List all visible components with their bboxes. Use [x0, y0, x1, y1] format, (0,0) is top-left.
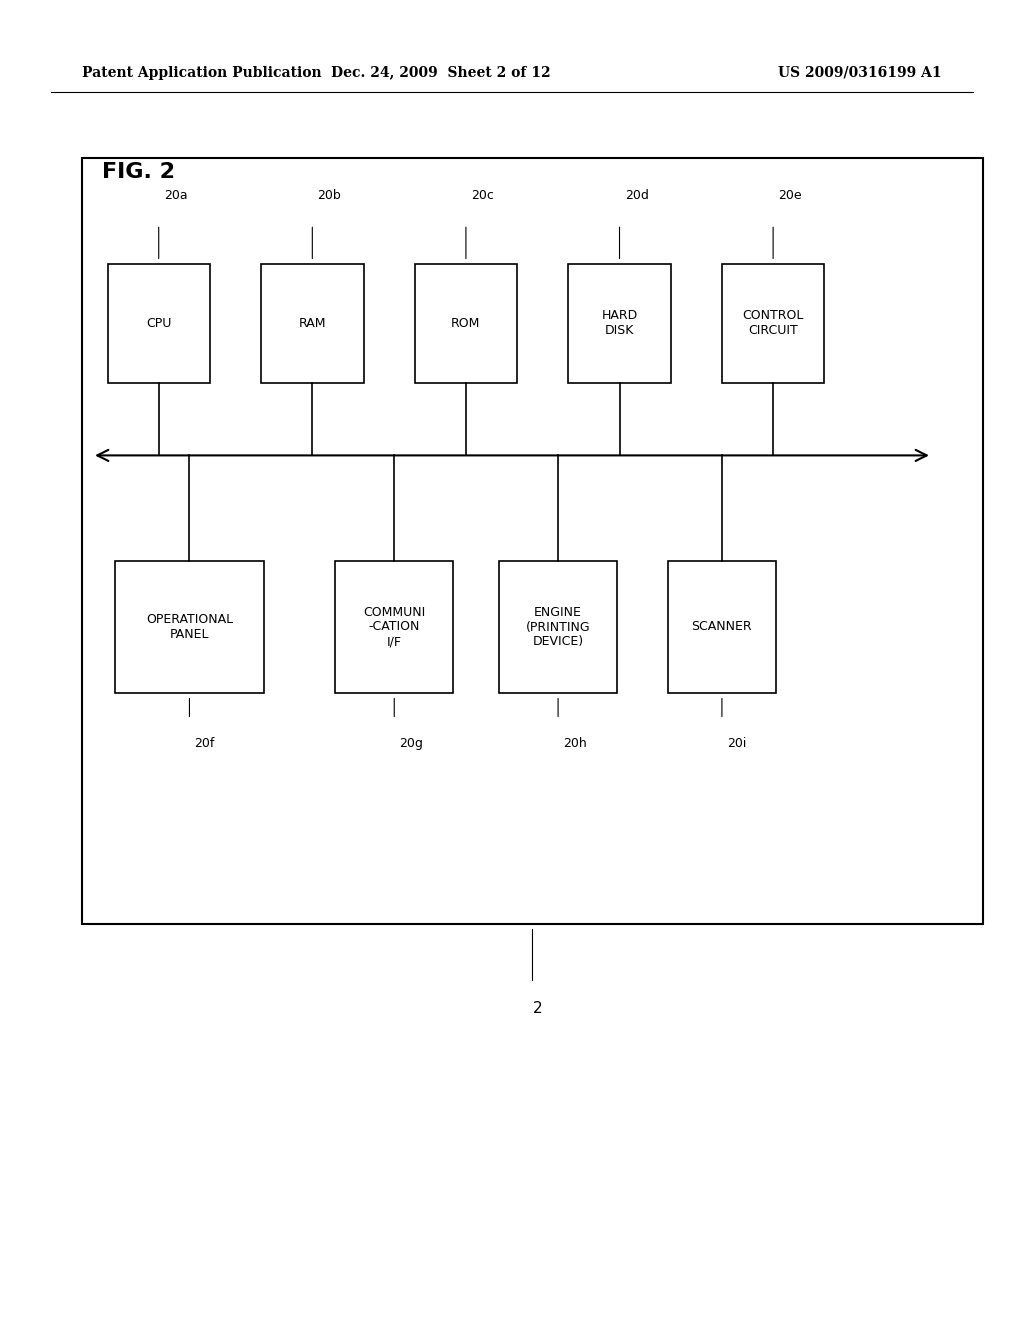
Text: FIG. 2: FIG. 2 — [102, 161, 175, 182]
FancyBboxPatch shape — [115, 561, 264, 693]
Text: 20d: 20d — [625, 189, 648, 202]
Text: 20c: 20c — [471, 189, 494, 202]
Text: CONTROL
CIRCUIT: CONTROL CIRCUIT — [742, 309, 804, 338]
Text: Dec. 24, 2009  Sheet 2 of 12: Dec. 24, 2009 Sheet 2 of 12 — [331, 66, 550, 79]
Text: 20h: 20h — [563, 737, 587, 750]
FancyBboxPatch shape — [82, 158, 983, 924]
Text: SCANNER: SCANNER — [691, 620, 753, 634]
Text: COMMUNI
-CATION
I/F: COMMUNI -CATION I/F — [364, 606, 425, 648]
Text: Patent Application Publication: Patent Application Publication — [82, 66, 322, 79]
FancyBboxPatch shape — [500, 561, 616, 693]
Text: OPERATIONAL
PANEL: OPERATIONAL PANEL — [145, 612, 233, 642]
Text: US 2009/0316199 A1: US 2009/0316199 A1 — [778, 66, 942, 79]
FancyBboxPatch shape — [415, 264, 517, 383]
Text: 20e: 20e — [778, 189, 802, 202]
FancyBboxPatch shape — [336, 561, 453, 693]
Text: CPU: CPU — [146, 317, 171, 330]
Text: 20a: 20a — [164, 189, 187, 202]
FancyBboxPatch shape — [261, 264, 364, 383]
Text: 20i: 20i — [727, 737, 746, 750]
Text: ENGINE
(PRINTING
DEVICE): ENGINE (PRINTING DEVICE) — [525, 606, 591, 648]
Text: 20b: 20b — [317, 189, 341, 202]
Text: 20g: 20g — [399, 737, 423, 750]
FancyBboxPatch shape — [108, 264, 210, 383]
Text: 20f: 20f — [195, 737, 215, 750]
FancyBboxPatch shape — [568, 264, 671, 383]
Text: HARD
DISK: HARD DISK — [601, 309, 638, 338]
Text: RAM: RAM — [299, 317, 326, 330]
Text: 2: 2 — [532, 1001, 543, 1015]
Text: ROM: ROM — [452, 317, 480, 330]
FancyBboxPatch shape — [668, 561, 776, 693]
FancyBboxPatch shape — [722, 264, 824, 383]
